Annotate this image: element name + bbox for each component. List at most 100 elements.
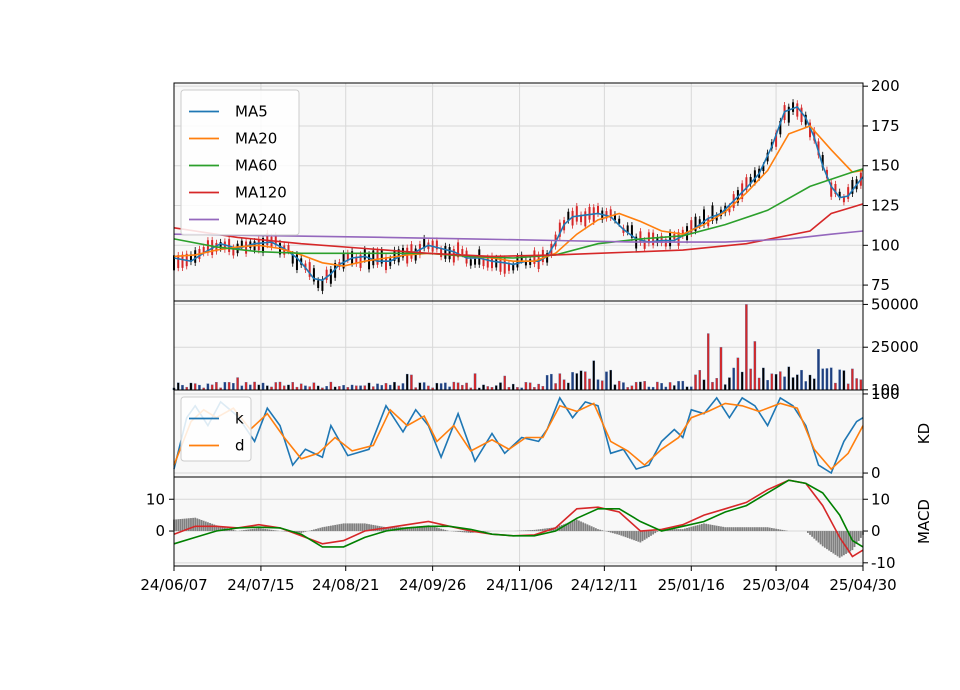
volume-bar [444,382,447,391]
candle-body [266,233,269,245]
macd-histogram-bar [327,526,330,532]
macd-histogram-bar [406,527,409,532]
y-tick-label: 0 [871,464,881,482]
candle-body [368,254,371,270]
volume-bar [728,377,731,391]
candle-body [461,249,464,255]
macd-histogram-bar [809,531,811,535]
macd-histogram-bar [783,530,786,532]
volume-bar [325,386,328,391]
macd-histogram-bar [234,530,237,532]
series-line-MA240 [173,230,864,243]
candle-body [329,269,332,284]
macd-histogram-bar [346,523,349,532]
macd-histogram-bar [412,526,415,532]
candle-body [372,250,375,266]
macd-frame [173,476,864,567]
macd-histogram-bar [196,518,199,532]
volume-bar [465,382,468,391]
macd-histogram-bar [563,524,565,532]
volume-bar [291,382,294,391]
y-tick-label: 175 [871,117,900,135]
candle-body [762,165,765,172]
macd-histogram-bar [344,523,347,532]
volume-bar [422,382,426,391]
candle-body [325,269,328,280]
macd-histogram-bar [834,531,837,555]
candle-body [312,268,315,282]
candle-body [291,254,294,264]
macd-histogram-bar [601,530,604,532]
candle-body [664,239,667,247]
candle-body [440,248,443,258]
volume-bar [312,382,316,391]
legend-label-k: k [235,410,244,428]
macd-histogram-bar [628,531,631,539]
candle-body [639,231,642,243]
macd-histogram-bar [300,531,303,533]
macd-histogram-bar [539,529,542,532]
macd-histogram-bar [713,525,716,532]
x-tick-label: 25/04/30 [829,576,896,594]
candle-body [495,258,498,268]
candle-body [800,107,803,122]
macd-histogram-bar [370,524,373,532]
candle-body [851,180,854,194]
macd-histogram-bar [838,531,841,558]
volume-bar [732,367,735,391]
legend-label-MA240: MA240 [235,211,287,229]
volume-bar [673,385,676,391]
volume-bar [639,381,642,391]
macd-histogram-bar [313,529,315,532]
macd-histogram-bar [298,531,300,533]
macd-histogram-bar [747,527,750,532]
volume-bar [596,379,600,391]
volume-bar [838,369,841,391]
volume-bar [762,367,765,391]
macd-histogram-bar [421,525,423,532]
macd-histogram-bar [192,517,194,532]
candle-body [181,254,184,268]
volume-bar [562,379,566,391]
series-line-MA60 [173,168,864,259]
volume-bar [427,385,430,391]
legend-label-MA5: MA5 [235,103,268,121]
macd-histogram-bar [637,531,640,542]
macd-histogram-bar [749,527,752,532]
macd-histogram-bar [639,531,642,543]
candle-body [830,182,833,197]
candle-body [321,279,324,291]
y-tick-label: 0 [871,522,881,540]
candle-body [423,238,426,249]
candle-body [838,191,841,198]
volume-bar [380,385,384,391]
macd-histogram-bar [635,531,638,541]
macd-histogram-bar [855,531,858,545]
macd-histogram-bar [817,531,820,543]
candle-body [189,254,192,262]
macd-histogram-bar [529,530,532,532]
volume-bar [537,383,540,391]
volume-bar [384,383,388,391]
candle-body [300,258,303,265]
volume-bar [575,373,579,391]
macd-histogram-bar [711,524,714,532]
volume-bar [418,382,422,391]
macd-histogram-bar [531,530,534,532]
volume-bar [634,381,638,391]
macd-panel: -10 0 10 0 10 MACD [146,477,933,572]
volume-panel: 100 25000 50000 [172,295,919,399]
kd-background [174,390,863,477]
volume-bar [198,384,201,391]
macd-histogram-bar [696,525,699,532]
volume-bar [613,384,617,391]
macd-histogram-bar [438,528,440,532]
volume-bar [804,381,808,391]
macd-histogram-bar [198,519,201,532]
macd-histogram-bar [700,523,703,532]
volume-bar [193,383,197,391]
macd-histogram-bar [423,525,426,532]
macd-histogram-bar [442,529,445,532]
candle-body [698,219,701,226]
volume-bar [558,373,562,391]
